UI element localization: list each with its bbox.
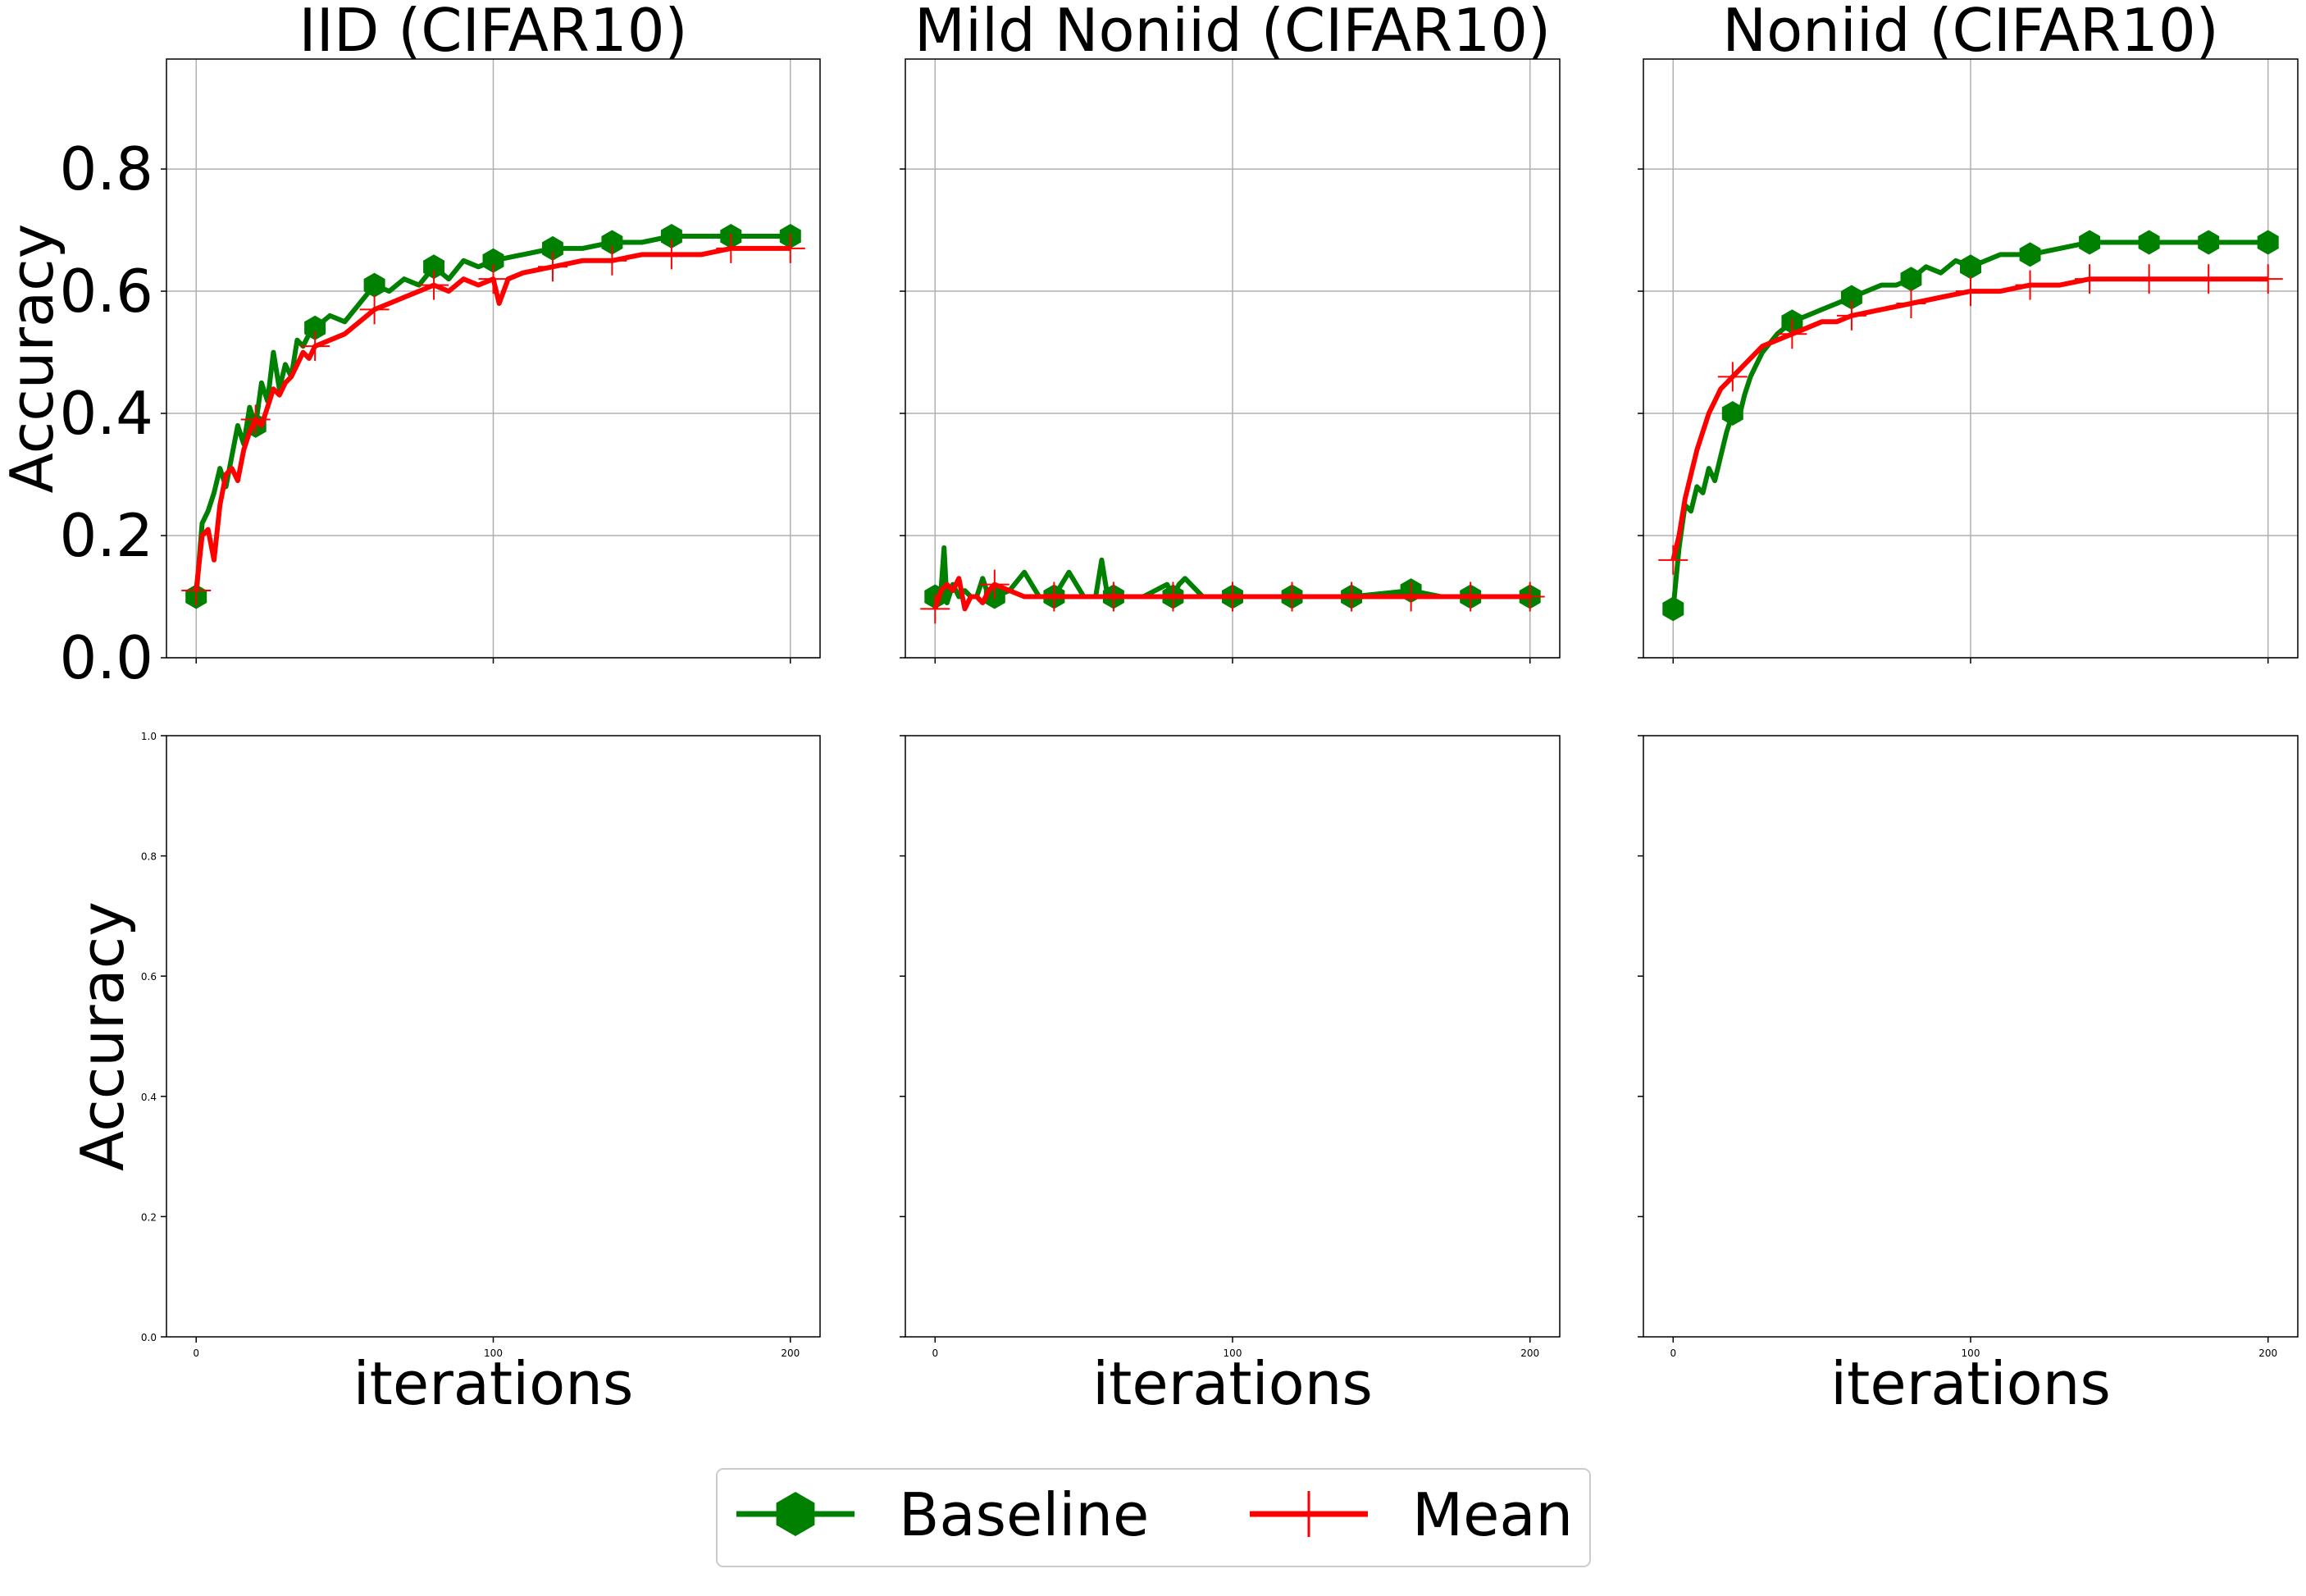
point-mean xyxy=(1098,581,1128,612)
point-mean xyxy=(300,331,330,362)
y-tick-label: 0.4 xyxy=(141,1092,157,1103)
x-tick-label: 200 xyxy=(1520,1347,1539,1359)
x-tick-label: 0 xyxy=(1670,1347,1676,1359)
point-mean xyxy=(537,252,567,282)
y-tick-label: 0.8 xyxy=(141,851,157,863)
legend-label: Mean xyxy=(1412,1480,1573,1549)
series-line-baseline xyxy=(194,234,791,597)
point-mean xyxy=(1515,581,1545,612)
x-tick-label: 200 xyxy=(781,1347,800,1359)
series-line-baseline xyxy=(1670,239,2268,609)
x-tick-label: 100 xyxy=(1224,1347,1242,1359)
x-tick-label: 200 xyxy=(2258,1347,2277,1359)
point-mean xyxy=(2194,264,2224,294)
y-tick-label: 0.0 xyxy=(59,623,153,692)
y-tick-label: 0.6 xyxy=(141,971,157,983)
point-baseline xyxy=(363,272,385,298)
point-mean xyxy=(1039,581,1069,612)
point-mean xyxy=(656,239,686,270)
point-mean xyxy=(478,264,508,294)
point-baseline xyxy=(1721,401,1743,426)
x-axis-label: iterations xyxy=(353,1349,634,1418)
point-mean xyxy=(775,233,805,263)
legend: Baseline Mean xyxy=(716,1468,1591,1567)
y-tick-label: 0.4 xyxy=(59,379,153,448)
point-mean xyxy=(181,576,212,606)
point-mean xyxy=(359,294,390,325)
legend-marker-hexagon xyxy=(776,1492,815,1536)
point-mean xyxy=(1896,288,1926,318)
legend-box xyxy=(716,1468,1591,1567)
point-mean xyxy=(1218,581,1247,612)
legend-label: Baseline xyxy=(899,1480,1149,1549)
y-tick-label: 0.6 xyxy=(59,257,153,326)
y-tick-label: 1.0 xyxy=(141,731,157,742)
point-baseline xyxy=(2079,230,2101,255)
point-baseline xyxy=(1662,596,1684,622)
subplot-title: IID (CIFAR10) xyxy=(299,0,687,65)
point-baseline xyxy=(542,235,563,261)
point-mean xyxy=(2015,270,2045,300)
y-tick-label: 0.2 xyxy=(141,1211,157,1223)
point-baseline xyxy=(1960,254,1981,280)
point-baseline xyxy=(482,248,504,273)
axes-frame xyxy=(1643,735,2299,1338)
axes-frame xyxy=(905,735,1561,1338)
point-mean xyxy=(2134,264,2164,294)
x-tick-label: 100 xyxy=(1962,1347,1980,1359)
point-baseline xyxy=(423,254,444,280)
x-tick-label: 0 xyxy=(932,1347,938,1359)
point-mean xyxy=(240,404,271,435)
point-mean xyxy=(597,245,627,276)
series-line-mean xyxy=(194,245,791,591)
y-tick-label: 0.8 xyxy=(59,135,153,203)
y-axis-label: Accuracy xyxy=(68,901,137,1171)
point-mean xyxy=(2075,264,2105,294)
subplot-title: Mild Noniid (CIFAR10) xyxy=(914,0,1551,65)
point-mean xyxy=(419,270,449,300)
x-axis-label: iterations xyxy=(1092,1349,1373,1418)
point-mean xyxy=(1158,581,1188,612)
point-mean xyxy=(2253,264,2283,294)
x-tick-label: 0 xyxy=(193,1347,199,1359)
axes-frame xyxy=(166,735,821,1338)
point-baseline xyxy=(2198,230,2220,255)
legend-item-baseline: Baseline xyxy=(736,1480,1149,1549)
point-mean xyxy=(1277,581,1307,612)
y-tick-label: 0.2 xyxy=(59,501,153,570)
y-axis-label: Accuracy xyxy=(0,224,66,494)
subplot-title: Noniid (CIFAR10) xyxy=(1722,0,2219,65)
legend-item-mean: Mean xyxy=(1250,1480,1573,1549)
x-tick-label: 100 xyxy=(484,1347,503,1359)
x-axis-label: iterations xyxy=(1830,1349,2111,1418)
subplot-2: Mild Noniid (CIFAR10) xyxy=(900,0,1561,663)
point-baseline xyxy=(2019,242,2041,267)
y-tick-label: 0.0 xyxy=(141,1332,157,1343)
point-mean xyxy=(716,233,746,263)
point-mean xyxy=(1717,362,1748,392)
point-baseline xyxy=(1840,285,1862,310)
point-baseline xyxy=(304,315,326,340)
subplot-1: 0.0 0.2 0.4 0.6 0.8 IID (CIFAR10) Accuracy xyxy=(0,0,821,692)
point-mean xyxy=(1396,581,1426,612)
subplot-3: Noniid (CIFAR10) xyxy=(1638,0,2299,663)
point-baseline xyxy=(1900,267,1922,292)
point-mean xyxy=(920,594,950,624)
subplot-5: 0 100 200 iterations xyxy=(900,735,1561,1418)
point-mean xyxy=(1456,581,1486,612)
subplot-4: 0 100 200 0.0 0.2 0.4 0.6 0.8 1.0 Accuracy iterati… xyxy=(68,731,821,1418)
point-mean xyxy=(1658,545,1688,575)
subplot-6: 0 100 200 iterations xyxy=(1638,735,2299,1418)
point-mean xyxy=(1777,319,1807,349)
point-mean xyxy=(1956,276,1985,307)
point-baseline xyxy=(2138,230,2160,255)
point-baseline xyxy=(660,224,682,249)
point-baseline xyxy=(601,230,623,255)
point-mean xyxy=(1836,300,1866,331)
point-mean xyxy=(1337,581,1367,612)
point-mean xyxy=(979,569,1009,600)
point-baseline xyxy=(2257,230,2279,255)
